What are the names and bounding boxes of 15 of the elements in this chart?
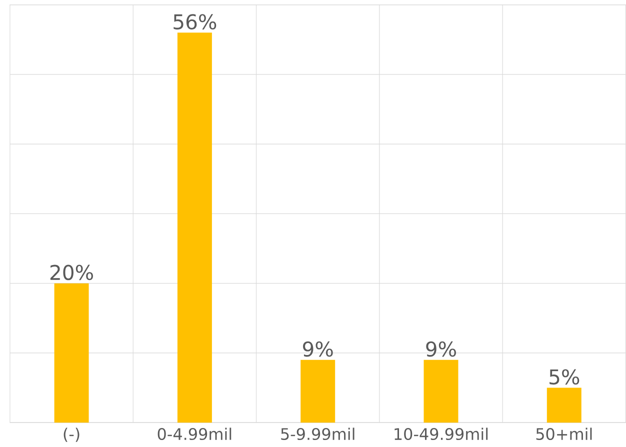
- x-tick-label: 5-9.99mil: [281, 428, 354, 440]
- data-label: 56%: [174, 14, 216, 30]
- bar: [546, 388, 582, 423]
- bar: [300, 360, 336, 423]
- data-label: 9%: [426, 341, 456, 357]
- x-tick-label: 50+mil: [536, 428, 592, 440]
- x-tick-label: (-): [64, 428, 80, 442]
- bar: [177, 32, 212, 423]
- x-tick-label: 0-4.99mil: [158, 428, 232, 440]
- data-label: 5%: [550, 369, 580, 385]
- bar: [54, 283, 89, 423]
- x-tick-label: 10-49.99mil: [394, 428, 488, 440]
- data-label: 20%: [50, 264, 93, 280]
- bar: [424, 360, 458, 423]
- data-label: 9%: [303, 341, 333, 357]
